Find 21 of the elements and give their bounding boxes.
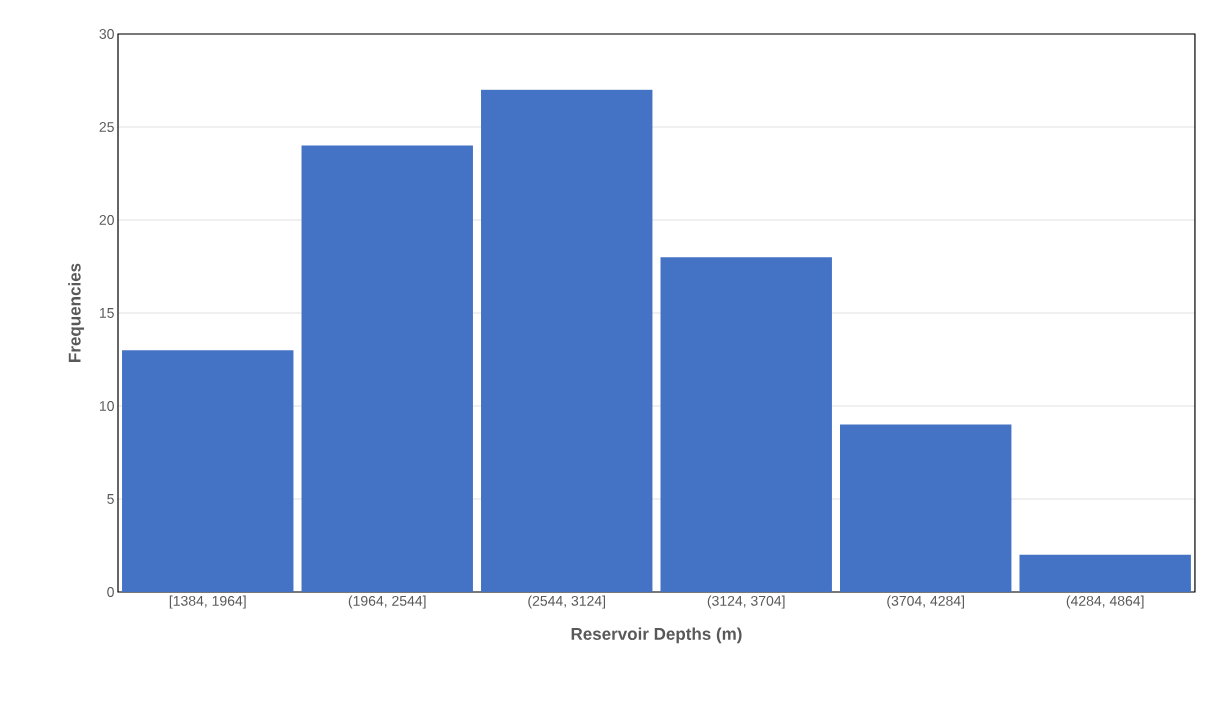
y-tick-label: 10 bbox=[99, 401, 114, 411]
x-tick-label: (4284, 4864] bbox=[1066, 595, 1144, 609]
x-tick-label: [1384, 1964] bbox=[169, 595, 246, 609]
bar bbox=[1019, 554, 1191, 592]
bar bbox=[122, 350, 294, 592]
bar bbox=[481, 89, 653, 592]
y-tick-label: 30 bbox=[99, 29, 114, 39]
x-axis-title: Reservoir Depths (m) bbox=[571, 627, 742, 644]
bar bbox=[301, 145, 473, 592]
x-tick-label: (3124, 3704] bbox=[707, 595, 785, 609]
y-axis-title: Frequencies bbox=[68, 263, 85, 362]
bar bbox=[660, 257, 832, 592]
y-tick-label: 5 bbox=[107, 494, 114, 504]
x-tick-label: (3704, 4284] bbox=[887, 595, 964, 609]
y-tick-label: 25 bbox=[99, 122, 114, 132]
bar bbox=[840, 424, 1012, 592]
y-tick-label: 20 bbox=[99, 215, 114, 225]
y-tick-label: 15 bbox=[99, 308, 114, 318]
x-tick-label: (1964, 2544] bbox=[348, 595, 426, 609]
y-tick-label: 0 bbox=[107, 587, 114, 597]
x-tick-label: (2544, 3124] bbox=[528, 595, 606, 609]
